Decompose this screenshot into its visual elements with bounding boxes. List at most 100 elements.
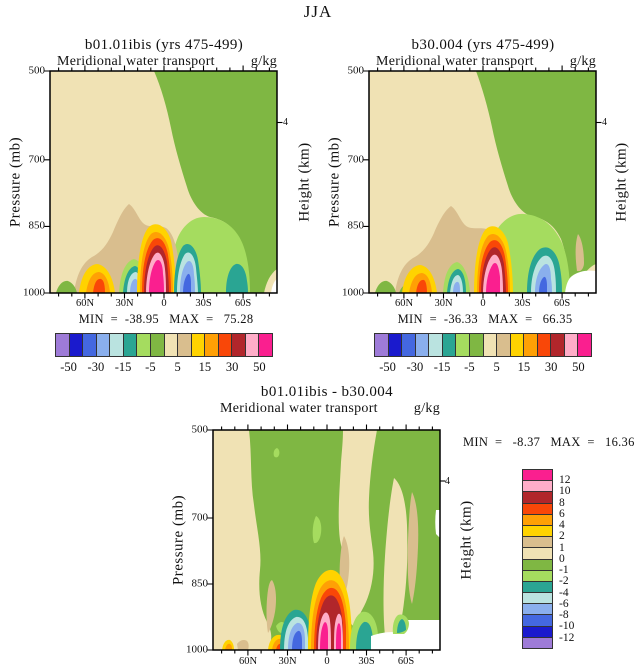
contour-region <box>93 278 105 293</box>
contour-region <box>565 270 596 293</box>
pressure-axis-label: Pressure (mb) <box>326 136 343 228</box>
contour-region <box>435 510 440 538</box>
lat-tick: 30S <box>358 656 375 667</box>
panel2-contour-field <box>363 65 602 299</box>
lat-tick: 60S <box>234 298 252 309</box>
axis-ticks <box>44 65 283 299</box>
colorbar-label: 50 <box>572 360 585 374</box>
colorbar-label: 12 <box>559 474 571 486</box>
contour-region <box>226 263 248 293</box>
pressure-tick: 500 <box>347 64 365 77</box>
contour-region <box>476 71 596 293</box>
lat-tick: 30N <box>278 656 297 667</box>
plot-border <box>212 429 441 651</box>
panel2-colorbar <box>374 333 592 357</box>
colorbar-label: 6 <box>559 508 565 520</box>
colorbar-label: 1 <box>559 542 565 554</box>
colorbar-label: 30 <box>544 360 558 374</box>
axis-ticks <box>363 65 602 299</box>
panel2-units: g/kg <box>569 54 596 69</box>
colorbar-label: -15 <box>433 360 451 374</box>
contour-region <box>130 278 139 293</box>
colorbar-label: 5 <box>174 360 181 374</box>
contour-region <box>320 622 328 650</box>
contour-region <box>397 619 406 633</box>
pressure-tick: 1000 <box>186 643 208 656</box>
lat-tick: 60N <box>394 298 414 309</box>
height-tick: 4 <box>602 117 607 128</box>
colorbar-label: -12 <box>559 632 575 644</box>
colorbar-label: 10 <box>559 485 571 497</box>
height-tick: 4 <box>283 117 288 128</box>
contour-region <box>312 516 322 544</box>
pressure-tick: 500 <box>28 64 46 77</box>
lat-tick: 60N <box>238 656 258 667</box>
lat-tick: 0 <box>480 298 486 309</box>
colorbar-label: 15 <box>198 360 212 374</box>
height-axis-label: Height (km) <box>613 142 630 222</box>
colorbar-label: 50 <box>253 360 266 374</box>
colorbar-label: 8 <box>559 497 565 509</box>
axis-ticks <box>207 424 446 656</box>
contour-region <box>266 580 276 633</box>
colorbar-label: 15 <box>517 360 531 374</box>
colorbar-label: -30 <box>406 360 424 374</box>
lat-tick: 30S <box>195 298 212 309</box>
colorbar-label: 30 <box>225 360 239 374</box>
contour-region <box>371 620 440 650</box>
pressure-tick: 500 <box>191 423 209 436</box>
season-title: JJA <box>303 2 333 21</box>
lat-tick: 60S <box>397 656 415 667</box>
panel2-minmax: MIN = -36.33 MAX = 66.35 <box>397 312 573 326</box>
colorbar-label: 4 <box>559 519 565 531</box>
colorbar-label: -2 <box>559 575 569 587</box>
panel1-contour-field <box>44 65 283 299</box>
panel1-colorbar <box>55 333 273 357</box>
contour-region <box>383 478 408 636</box>
colorbar-label: 0 <box>559 553 565 565</box>
colorbar-label: -5 <box>464 360 475 374</box>
panel3-units: g/kg <box>413 401 440 416</box>
colorbar-label: -8 <box>559 609 569 621</box>
height-tick: 4 <box>445 476 450 487</box>
pressure-tick: 1000 <box>342 286 364 299</box>
contour-region <box>336 623 341 650</box>
plot-border <box>49 70 278 294</box>
pressure-tick: 850 <box>347 219 365 232</box>
contour-region <box>149 259 164 293</box>
contour-region <box>416 279 427 293</box>
contour-region <box>273 448 280 458</box>
contour-region <box>375 280 396 293</box>
colorbar-label: 2 <box>559 530 565 542</box>
colorbar-label: -5 <box>145 360 156 374</box>
lat-tick: 30N <box>115 298 134 309</box>
pressure-tick: 850 <box>28 219 46 232</box>
lat-tick: 60S <box>553 298 571 309</box>
lat-tick: 30N <box>434 298 453 309</box>
colorbar-label: -50 <box>60 360 77 374</box>
contour-region <box>575 234 584 271</box>
contour-region <box>237 640 249 650</box>
panel3-contour-field <box>207 424 446 656</box>
pressure-axis-label: Pressure (mb) <box>170 494 187 586</box>
contour-region <box>183 273 191 293</box>
contour-region <box>453 281 460 293</box>
panel1-minmax: MIN = -38.95 MAX = 75.28 <box>78 312 254 326</box>
contour-region <box>407 492 419 604</box>
colorbar-label: -10 <box>559 620 575 632</box>
panel3-title: b01.01ibis - b30.004 <box>260 384 394 400</box>
plot-border <box>368 70 597 294</box>
panel2-subtitle: Meridional water transport <box>376 54 534 69</box>
contour-region <box>486 262 500 293</box>
colorbar-label: -4 <box>559 587 569 599</box>
contour-region <box>213 430 272 650</box>
colorbar-label: -50 <box>379 360 396 374</box>
pressure-axis-label: Pressure (mb) <box>7 136 24 228</box>
lat-tick: 60N <box>75 298 95 309</box>
panel3-minmax: MIN = -8.37 MAX = 16.36 <box>463 435 635 449</box>
colorbar-label: -6 <box>559 598 569 610</box>
pressure-tick: 700 <box>347 153 365 166</box>
contour-region <box>154 71 277 293</box>
panel3-subtitle: Meridional water transport <box>220 401 378 416</box>
